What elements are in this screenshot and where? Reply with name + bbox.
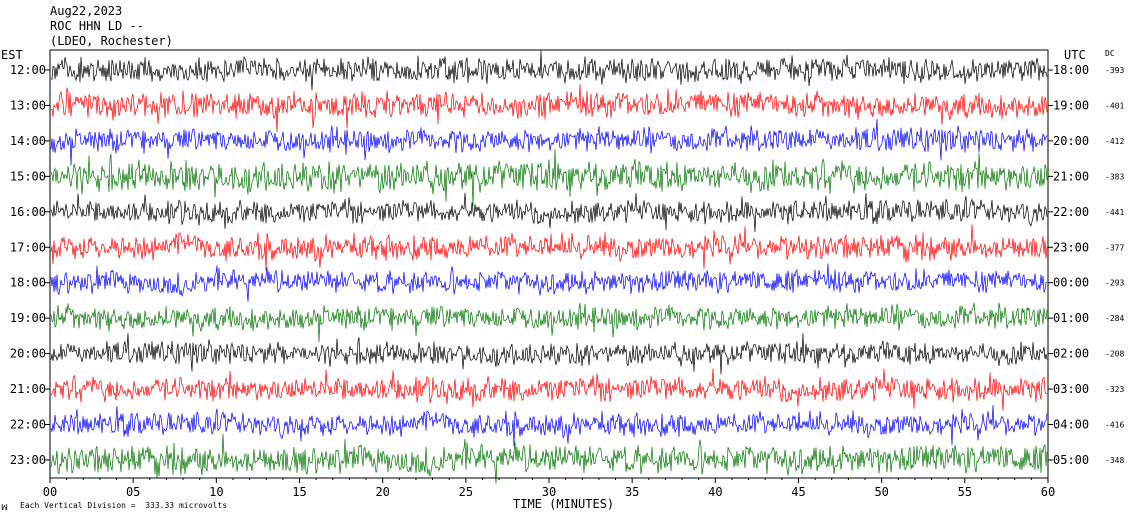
scale-note: Each Vertical Division = 333.33 microvol… xyxy=(20,501,228,510)
est-time-label: 14:00 xyxy=(10,134,46,148)
dc-offset-label: -393 xyxy=(1105,66,1124,75)
utc-time-label: 02:00 xyxy=(1053,347,1089,361)
dc-offset-label: -348 xyxy=(1105,456,1124,465)
est-time-label: 18:00 xyxy=(10,276,46,290)
est-time-label: 17:00 xyxy=(10,240,46,254)
trace-row-2100 xyxy=(50,368,1048,411)
utc-time-label: 19:00 xyxy=(1053,98,1089,112)
x-tick-label: 25 xyxy=(459,485,473,499)
dc-offset-label: -441 xyxy=(1105,208,1124,217)
est-time-label: 23:00 xyxy=(10,453,46,467)
x-tick-label: 40 xyxy=(708,485,722,499)
utc-time-label: 04:00 xyxy=(1053,418,1089,432)
utc-time-label: 01:00 xyxy=(1053,311,1089,325)
trace-row-1800 xyxy=(50,263,1048,302)
est-time-label: 22:00 xyxy=(10,418,46,432)
est-time-label: 13:00 xyxy=(10,98,46,112)
utc-time-label: 22:00 xyxy=(1053,205,1089,219)
plot-frame xyxy=(49,49,1049,479)
est-time-label: 20:00 xyxy=(10,347,46,361)
x-tick-label: 10 xyxy=(209,485,223,499)
utc-time-label: 05:00 xyxy=(1053,453,1089,467)
dc-offset-label: -383 xyxy=(1105,172,1124,181)
utc-time-label: 18:00 xyxy=(1053,63,1089,77)
x-tick-label: 60 xyxy=(1041,485,1055,499)
network-label: (LDEO, Rochester) xyxy=(50,34,173,48)
dc-header-label: DC xyxy=(1105,49,1115,58)
trace-row-1400 xyxy=(50,118,1048,166)
station-label: ROC HHN LD -- xyxy=(50,19,144,33)
logo-mark: ꟽ xyxy=(1,503,8,512)
trace-row-2300 xyxy=(50,433,1048,484)
x-tick-label: 00 xyxy=(43,485,57,499)
x-tick-label: 55 xyxy=(958,485,972,499)
utc-time-label: 20:00 xyxy=(1053,134,1089,148)
dc-offset-label: -412 xyxy=(1105,137,1124,146)
est-time-label: 12:00 xyxy=(10,63,46,77)
x-tick-label: 35 xyxy=(625,485,639,499)
dc-offset-label: -284 xyxy=(1105,314,1124,323)
dc-offset-label: -377 xyxy=(1105,243,1124,252)
x-tick-label: 20 xyxy=(375,485,389,499)
utc-time-label: 21:00 xyxy=(1053,169,1089,183)
label-layer: 12:00 18:00 -393 13:00 19:00 -401 14:00 20:00 -4… xyxy=(10,63,1125,499)
dc-offset-label: -416 xyxy=(1105,421,1124,430)
x-tick-label: 50 xyxy=(874,485,888,499)
est-time-label: 19:00 xyxy=(10,311,46,325)
trace-row-1300 xyxy=(50,84,1048,133)
utc-time-label: 00:00 xyxy=(1053,276,1089,290)
tick-layer xyxy=(45,69,1053,483)
utc-time-label: 03:00 xyxy=(1053,382,1089,396)
x-tick-label: 45 xyxy=(791,485,805,499)
dc-offset-label: -293 xyxy=(1105,279,1124,288)
date-label: Aug22,2023 xyxy=(50,4,123,18)
x-tick-label: 05 xyxy=(126,485,140,499)
est-time-label: 15:00 xyxy=(10,169,46,183)
trace-row-1200 xyxy=(50,50,1048,91)
est-time-label: 16:00 xyxy=(10,205,46,219)
x-axis-title: TIME (MINUTES) xyxy=(513,497,615,511)
right-timezone-label: UTC xyxy=(1064,48,1086,62)
trace-row-2000 xyxy=(50,333,1048,375)
x-tick-label: 30 xyxy=(542,485,556,499)
left-timezone-label: EST xyxy=(1,48,23,62)
trace-layer xyxy=(50,50,1048,484)
trace-row-1700 xyxy=(50,224,1048,271)
utc-time-label: 23:00 xyxy=(1053,240,1089,254)
trace-row-1900 xyxy=(50,302,1048,343)
trace-row-1500 xyxy=(50,149,1048,206)
dc-offset-label: -208 xyxy=(1105,350,1124,359)
dc-offset-label: -323 xyxy=(1105,385,1124,394)
trace-row-2200 xyxy=(50,405,1048,447)
x-tick-label: 15 xyxy=(292,485,306,499)
dc-offset-label: -401 xyxy=(1105,101,1124,110)
est-time-label: 21:00 xyxy=(10,382,46,396)
trace-row-1600 xyxy=(50,192,1048,233)
